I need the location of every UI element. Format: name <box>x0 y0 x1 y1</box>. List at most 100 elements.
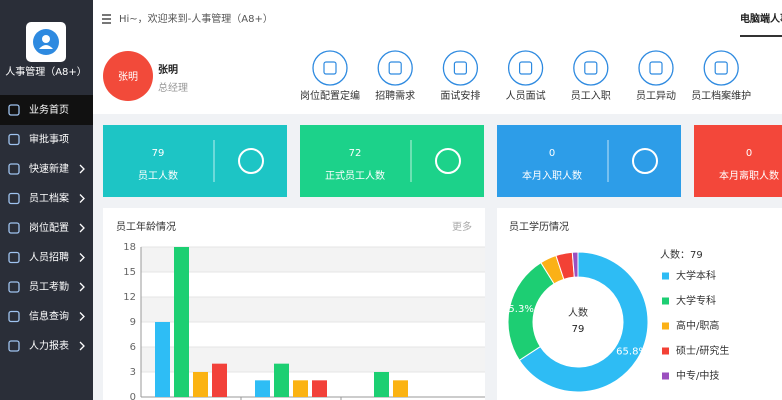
bar <box>155 322 170 397</box>
menu-label[interactable]: 快速新建 <box>29 162 69 175</box>
legend-label: 高中/职高 <box>676 319 719 332</box>
stat-label: 正式员工人数 <box>325 169 385 182</box>
shortcut-icon[interactable] <box>442 50 479 86</box>
shortcut-label[interactable]: 岗位配置定编 <box>300 89 360 102</box>
shortcut-label[interactable]: 员工档案维护 <box>691 89 751 102</box>
tab[interactable]: 电脑端人事管 <box>740 12 782 25</box>
y-tick-label: 0 <box>130 392 136 400</box>
menu-icon <box>8 251 20 264</box>
menu-arrow <box>79 164 85 174</box>
legend-label: 中专/中技 <box>676 369 719 382</box>
shortcut-icon[interactable] <box>312 50 348 86</box>
menu-arrow <box>79 223 85 233</box>
shortcut-label[interactable]: 面试安排 <box>440 89 480 102</box>
menu-icon <box>8 192 20 205</box>
bar <box>293 380 308 397</box>
center-label: 人数 <box>568 306 588 319</box>
menu-label[interactable]: 人员招聘 <box>29 251 69 264</box>
avatar-text: 张明 <box>118 71 138 83</box>
shortcut-label[interactable]: 员工入职 <box>571 90 611 102</box>
stat-label: 本月入职人数 <box>522 169 582 182</box>
stat-value: 79 <box>152 148 165 159</box>
shortcut-glyph <box>323 61 337 75</box>
shortcut-glyph <box>453 61 467 75</box>
legend-label: 大学本科 <box>676 269 716 282</box>
stat-card[interactable] <box>300 125 484 197</box>
bar <box>374 372 389 397</box>
bar <box>193 372 208 397</box>
shortcut-glyph <box>518 61 533 75</box>
stat-label: 本月离职人数 <box>719 169 779 182</box>
menu-label[interactable]: 信息查询 <box>29 310 69 323</box>
y-tick-label: 9 <box>130 317 136 328</box>
menu-toggle[interactable] <box>102 14 111 24</box>
shortcut-glyph <box>388 61 402 75</box>
legend-swatch <box>662 297 669 305</box>
user-role: 总经理 <box>158 81 188 94</box>
menu-icon <box>8 340 20 352</box>
shortcut-glyph <box>584 61 598 75</box>
menu-arrow <box>79 253 85 262</box>
menu-icon <box>8 163 20 175</box>
stat-icon <box>435 148 461 174</box>
menu-active <box>0 95 93 125</box>
shortcut-icon[interactable] <box>638 50 674 86</box>
shortcut-glyph <box>714 61 728 75</box>
shortcut-glyph <box>649 61 663 75</box>
stat-icon <box>632 148 658 174</box>
shortcut-label[interactable]: 招聘需求 <box>375 89 415 102</box>
menu-label[interactable]: 审批事项 <box>29 133 69 146</box>
menu-icon <box>8 281 20 293</box>
donut-slice <box>571 251 579 278</box>
stat-card[interactable] <box>497 125 681 197</box>
shortcut-icon[interactable] <box>377 50 413 86</box>
profile-card <box>93 38 782 114</box>
menu-arrow <box>79 312 85 321</box>
stat-card[interactable] <box>694 125 782 197</box>
slice-label: 25.3% <box>502 304 534 315</box>
menu-label[interactable]: 业务首页 <box>29 103 69 116</box>
grid-band <box>141 247 485 272</box>
bar <box>393 380 408 397</box>
menu-label[interactable]: 人力报表 <box>29 339 69 352</box>
y-tick-label: 12 <box>123 292 136 303</box>
more-link[interactable]: 更多 <box>452 220 472 233</box>
y-tick-label: 15 <box>123 267 136 278</box>
legend-swatch <box>662 372 669 380</box>
slice-label: 65.8% <box>616 346 648 357</box>
shortcut-label[interactable]: 员工异动 <box>636 90 676 102</box>
stat-icon <box>238 148 264 174</box>
donut-slice <box>518 251 649 393</box>
bar <box>255 380 270 397</box>
menu-label[interactable]: 员工档案 <box>29 192 69 205</box>
logo-icon <box>39 45 53 49</box>
menu-icon <box>8 133 20 146</box>
stat-label: 员工人数 <box>138 169 178 182</box>
menu-icon <box>8 104 20 116</box>
app-title: 人事管理（A8+） <box>5 65 87 78</box>
user-name: 张明 <box>158 63 178 76</box>
y-tick-label: 6 <box>130 342 136 353</box>
y-tick-label: 18 <box>123 242 136 253</box>
stat-value: 0 <box>746 148 752 159</box>
shortcut-icon[interactable] <box>573 50 609 86</box>
legend-label: 硕士/研究生 <box>676 344 729 357</box>
menu-icon <box>8 310 20 323</box>
shortcut-icon[interactable] <box>703 50 739 86</box>
menu-label[interactable]: 岗位配置 <box>29 221 69 234</box>
bar <box>274 363 289 397</box>
chart-title: 员工年龄情况 <box>116 220 176 233</box>
menu-label[interactable]: 员工考勤 <box>29 280 69 293</box>
grid-band <box>141 297 485 322</box>
y-tick-label: 3 <box>130 367 136 378</box>
shortcut-label[interactable]: 人员面试 <box>506 89 546 102</box>
menu-arrow <box>79 341 85 351</box>
shortcut-icon[interactable] <box>507 50 544 86</box>
topbar <box>93 0 782 38</box>
greeting: Hi~，欢迎来到-人事管理（A8+） <box>119 12 273 25</box>
menu-icon <box>8 222 20 234</box>
legend-swatch <box>662 347 669 355</box>
stat-card[interactable] <box>103 125 287 197</box>
